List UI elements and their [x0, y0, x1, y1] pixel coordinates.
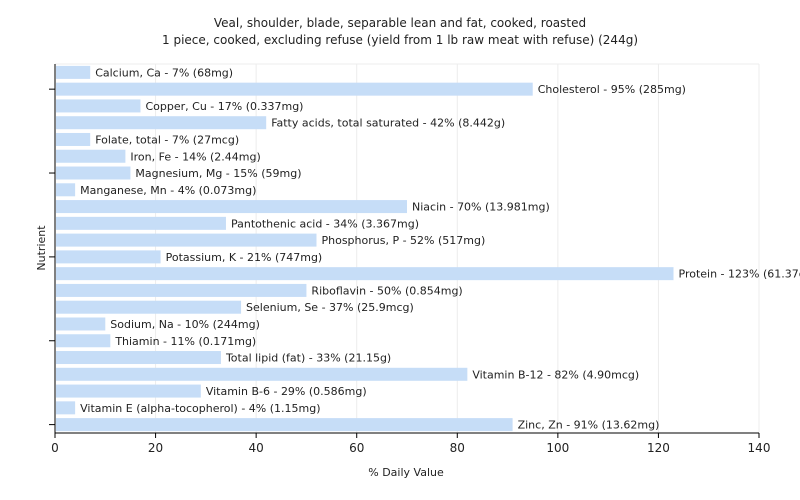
bar-label-3: Fatty acids, total saturated - 42% (8.44… — [271, 117, 505, 130]
x-tick-label-40: 40 — [249, 441, 264, 455]
bar-10 — [56, 233, 317, 247]
bar-label-21: Zinc, Zn - 91% (13.62mg) — [518, 419, 660, 432]
bar-label-9: Pantothenic acid - 34% (3.367mg) — [231, 217, 419, 230]
bars — [56, 65, 674, 432]
bar-20 — [56, 401, 76, 415]
bar-0 — [56, 65, 91, 79]
bar-label-1: Cholesterol - 95% (285mg) — [538, 83, 686, 96]
bar-8 — [56, 200, 407, 214]
bar-labels: Calcium, Ca - 7% (68mg) Cholesterol - 95%… — [80, 66, 800, 431]
bar-label-5: Iron, Fe - 14% (2.44mg) — [130, 150, 260, 163]
bar-18 — [56, 367, 468, 381]
bar-label-6: Magnesium, Mg - 15% (59mg) — [135, 167, 301, 180]
bar-15 — [56, 317, 106, 331]
bar-13 — [56, 283, 307, 297]
bar-label-16: Thiamin - 11% (0.171mg) — [114, 335, 256, 348]
bar-11 — [56, 250, 161, 264]
chart-title: Veal, shoulder, blade, separable lean an… — [214, 16, 586, 30]
bar-16 — [56, 334, 111, 348]
bar-label-4: Folate, total - 7% (27mcg) — [95, 133, 239, 146]
x-tick-label-120: 120 — [647, 441, 670, 455]
bar-label-11: Potassium, K - 21% (747mg) — [166, 251, 323, 264]
bar-label-10: Phosphorus, P - 52% (517mg) — [321, 234, 485, 247]
bar-label-0: Calcium, Ca - 7% (68mg) — [95, 66, 233, 79]
x-tick-label-100: 100 — [546, 441, 569, 455]
bar-12 — [56, 267, 674, 281]
bar-17 — [56, 351, 221, 365]
bar-2 — [56, 99, 141, 113]
bar-5 — [56, 149, 126, 163]
bar-21 — [56, 418, 513, 432]
x-tick-label-140: 140 — [748, 441, 771, 455]
bar-label-17: Total lipid (fat) - 33% (21.15g) — [225, 352, 391, 365]
bar-label-20: Vitamin E (alpha-tocopherol) - 4% (1.15m… — [80, 402, 320, 415]
bar-4 — [56, 132, 91, 146]
bar-label-14: Selenium, Se - 37% (25.9mcg) — [246, 301, 414, 314]
bar-label-2: Copper, Cu - 17% (0.337mg) — [145, 100, 303, 113]
bar-14 — [56, 300, 242, 314]
x-tick-label-80: 80 — [450, 441, 465, 455]
bar-6 — [56, 166, 131, 180]
bar-7 — [56, 183, 76, 197]
bar-label-12: Protein - 123% (61.37g) — [679, 268, 800, 281]
x-tick-label-60: 60 — [349, 441, 364, 455]
bar-label-13: Riboflavin - 50% (0.854mg) — [311, 284, 462, 297]
axes: 0 20 40 60 80 100 120 140 — [49, 64, 770, 455]
x-axis-label: % Daily Value — [368, 466, 444, 479]
bar-label-8: Niacin - 70% (13.981mg) — [412, 201, 550, 214]
y-axis-label: Nutrient — [35, 225, 48, 271]
x-tick-label-0: 0 — [51, 441, 59, 455]
bar-19 — [56, 384, 201, 398]
chart-subtitle: 1 piece, cooked, excluding refuse (yield… — [162, 33, 638, 47]
bar-label-15: Sodium, Na - 10% (244mg) — [110, 318, 260, 331]
bar-3 — [56, 116, 267, 130]
x-tick-label-20: 20 — [148, 441, 163, 455]
bar-label-19: Vitamin B-6 - 29% (0.586mg) — [206, 385, 367, 398]
bar-label-18: Vitamin B-12 - 82% (4.90mcg) — [472, 368, 639, 381]
bar-label-7: Manganese, Mn - 4% (0.073mg) — [80, 184, 256, 197]
bar-9 — [56, 216, 226, 230]
bar-1 — [56, 82, 533, 96]
